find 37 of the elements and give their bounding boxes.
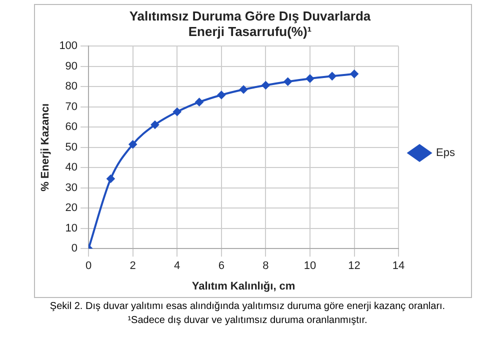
y-tick-label: 100 [59, 40, 78, 52]
point [195, 98, 204, 106]
point [173, 108, 182, 116]
y-tick-label: 80 [65, 80, 78, 93]
text: Şekil 2. Dış duvar yalıtımı esas alındığında yalıtımsız duruma göre enerji kazanç oranları. [48, 300, 446, 314]
chart-title: Yalıtımsız Duruma Göre Dış Duvarlarda Enerji Tasarrufu(%)¹ [129, 8, 372, 39]
y-tick-label: 0 [71, 242, 78, 255]
legend-label: Eps [436, 147, 456, 160]
x-axis-title: Yalıtım Kalınlığı, cm [192, 280, 296, 292]
y-tick-label: 10 [65, 222, 78, 234]
y-tick-label: 40 [65, 162, 78, 174]
point [306, 74, 314, 83]
point [262, 81, 270, 90]
y-axis-title: % Enerji Kazancı [40, 103, 52, 192]
y-tick-label: 50 [65, 141, 78, 154]
point [240, 86, 248, 94]
point [328, 72, 336, 80]
point [106, 174, 115, 183]
x-tick-label: 6 [218, 260, 224, 272]
x-tick-label: 2 [130, 260, 136, 272]
x-tick-label: 14 [392, 260, 405, 272]
y-tick-label: 90 [65, 60, 78, 72]
point [284, 78, 292, 86]
point [128, 140, 137, 148]
y-tick-label: 60 [65, 121, 78, 134]
y-tick-label: 30 [65, 182, 78, 194]
x-tick-label: 0 [85, 260, 92, 272]
y-tick-label: 20 [65, 202, 78, 214]
x-tick-label: 12 [348, 260, 360, 272]
point [350, 70, 358, 78]
x-tick-label: 8 [262, 260, 269, 272]
x-tick-label: 10 [304, 260, 316, 272]
y-tick-label: 70 [65, 100, 78, 113]
point [150, 120, 159, 129]
point [217, 90, 226, 99]
text: ¹Sadece dış duvar ve yalıtımsız duruma oranlanmıştır. [126, 314, 368, 328]
x-tick-label: 4 [174, 260, 180, 272]
